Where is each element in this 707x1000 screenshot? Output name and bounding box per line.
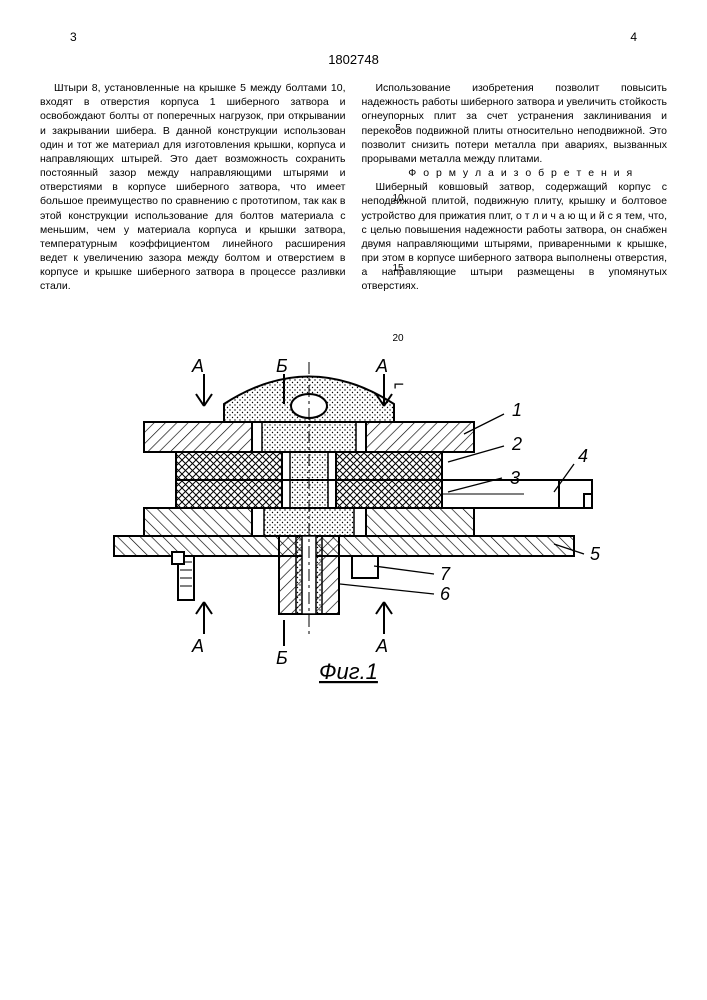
page-header: 3 4 [40, 30, 667, 44]
section-label-A: А [191, 356, 204, 376]
callout-3: 3 [510, 468, 520, 488]
callout-7: 7 [440, 564, 451, 584]
callout-5: 5 [590, 544, 601, 564]
line-number: 5 [388, 123, 408, 134]
section-label-B: Б [276, 356, 288, 376]
line-number: 10 [388, 193, 408, 204]
right-column: Использование изобретения позволит повыс… [362, 81, 668, 294]
section-label-B: Б [276, 648, 288, 668]
page-num-left: 3 [70, 30, 77, 44]
text-block: 5 10 15 20 Штыри 8, установленные на кры… [40, 81, 667, 294]
section-label-A: А [191, 636, 204, 656]
callout-6: 6 [440, 584, 451, 604]
line-number: 15 [388, 263, 408, 274]
patent-number: 1802748 [40, 52, 667, 67]
figure-1: А А Б ⌐ А А Б 1 2 3 4 5 6 7 Фиг.1 [40, 334, 667, 714]
paragraph: Штыри 8, установленные на крышке 5 между… [40, 81, 346, 294]
two-column-text: Штыри 8, установленные на крышке 5 между… [40, 81, 667, 294]
page-num-right: 4 [630, 30, 637, 44]
formula-title: Ф о р м у л а и з о б р е т е н и я [362, 166, 668, 180]
patent-page: 3 4 1802748 5 10 15 20 Штыри 8, установл… [0, 0, 707, 734]
svg-text:⌐: ⌐ [393, 374, 404, 394]
section-label-A: А [375, 356, 388, 376]
figure-svg: А А Б ⌐ А А Б 1 2 3 4 5 6 7 Фиг.1 [84, 334, 624, 714]
callout-4: 4 [578, 446, 588, 466]
figure-caption: Фиг.1 [319, 659, 378, 684]
line-number: 20 [388, 333, 408, 344]
left-column: Штыри 8, установленные на крышке 5 между… [40, 81, 346, 294]
callout-1: 1 [512, 400, 522, 420]
section-label-A: А [375, 636, 388, 656]
callout-2: 2 [511, 434, 522, 454]
